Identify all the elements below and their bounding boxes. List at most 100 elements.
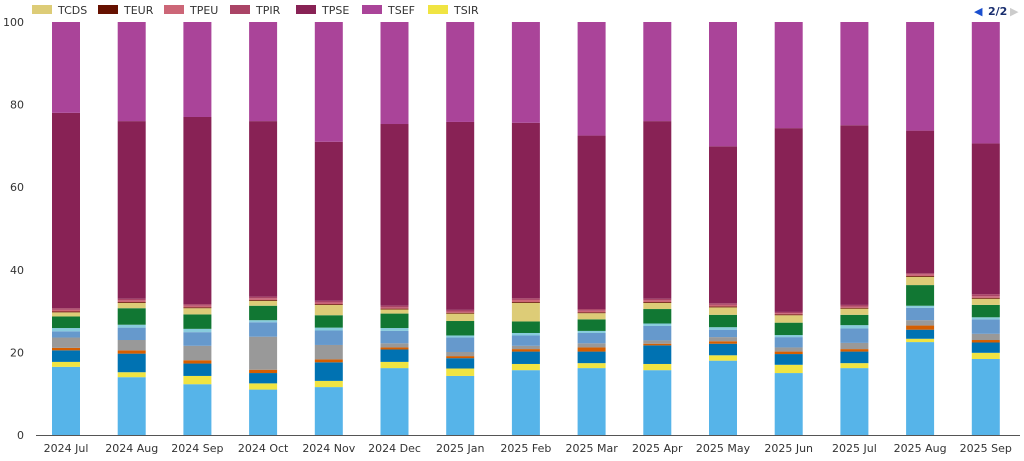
bar-segment-series-3[interactable] bbox=[643, 343, 672, 346]
bar-segment-tsef[interactable] bbox=[906, 22, 935, 131]
bar-segment-series-2[interactable] bbox=[446, 358, 475, 369]
bar-segment-series-3[interactable] bbox=[52, 347, 80, 351]
bar-segment-series-5[interactable] bbox=[249, 322, 278, 337]
bar-segment-series-0[interactable] bbox=[446, 375, 475, 435]
bar-segment-teur[interactable] bbox=[709, 306, 737, 308]
bar-segment-series-2[interactable] bbox=[183, 363, 212, 376]
bar-segment-tsir[interactable] bbox=[183, 375, 212, 385]
bar-segment-tpeu[interactable] bbox=[446, 311, 475, 313]
bar-segment-series-0[interactable] bbox=[249, 389, 278, 435]
bar-segment-series-3[interactable] bbox=[906, 325, 935, 330]
bar-segment-series-2[interactable] bbox=[380, 349, 409, 362]
bar-segment-series-3[interactable] bbox=[511, 349, 540, 352]
bar-segment-series-4[interactable] bbox=[52, 337, 80, 348]
bar-segment-series-6[interactable] bbox=[183, 328, 212, 333]
bar-segment-tpeu[interactable] bbox=[971, 296, 1000, 298]
bar-segment-tpse[interactable] bbox=[249, 121, 278, 297]
bar-segment-tpir[interactable] bbox=[249, 296, 278, 299]
bar-segment-tpir[interactable] bbox=[52, 308, 80, 310]
bar-segment-tpeu[interactable] bbox=[52, 309, 80, 312]
bar-segment-series-6[interactable] bbox=[774, 335, 803, 338]
bar-segment-series-3[interactable] bbox=[709, 341, 737, 344]
bar-segment-series-5[interactable] bbox=[183, 332, 212, 346]
bar-segment-series-7[interactable] bbox=[577, 319, 606, 331]
bar-segment-series-0[interactable] bbox=[774, 373, 803, 435]
bar-segment-teur[interactable] bbox=[117, 302, 146, 303]
bar-segment-series-4[interactable] bbox=[380, 343, 409, 348]
bar-segment-series-4[interactable] bbox=[577, 343, 606, 348]
bar-segment-tcds[interactable] bbox=[52, 312, 80, 317]
bar-segment-tpir[interactable] bbox=[971, 294, 1000, 297]
bar-segment-tpir[interactable] bbox=[709, 303, 737, 305]
bar-segment-series-4[interactable] bbox=[446, 351, 475, 357]
bar-segment-tsir[interactable] bbox=[380, 361, 409, 369]
bar-segment-tsef[interactable] bbox=[643, 22, 672, 122]
bar-segment-tpeu[interactable] bbox=[380, 307, 409, 309]
bar-segment-tsir[interactable] bbox=[314, 380, 343, 388]
legend-item-tsef[interactable]: TSEF bbox=[362, 4, 415, 17]
bar-segment-series-0[interactable] bbox=[314, 387, 343, 435]
bar-segment-tpse[interactable] bbox=[314, 141, 343, 301]
bar-segment-series-3[interactable] bbox=[840, 349, 869, 352]
bar-segment-series-7[interactable] bbox=[971, 304, 1000, 318]
bar-segment-series-7[interactable] bbox=[709, 314, 737, 328]
bar-segment-series-7[interactable] bbox=[380, 313, 409, 329]
bar-segment-series-7[interactable] bbox=[446, 321, 475, 336]
bar-segment-tpir[interactable] bbox=[117, 298, 146, 301]
bar-segment-series-5[interactable] bbox=[314, 330, 343, 345]
bar-segment-series-5[interactable] bbox=[709, 329, 737, 338]
bar-segment-tpir[interactable] bbox=[643, 298, 672, 301]
bar-segment-tsir[interactable] bbox=[840, 363, 869, 369]
bar-segment-series-0[interactable] bbox=[971, 359, 1000, 435]
bar-segment-tpeu[interactable] bbox=[183, 305, 212, 308]
bar-segment-tpse[interactable] bbox=[840, 125, 869, 305]
bar-segment-tpse[interactable] bbox=[971, 143, 1000, 295]
bar-segment-series-6[interactable] bbox=[643, 323, 672, 326]
bar-segment-tcds[interactable] bbox=[577, 313, 606, 320]
bar-segment-series-3[interactable] bbox=[971, 340, 1000, 343]
bar-segment-tcds[interactable] bbox=[511, 302, 540, 322]
bar-segment-series-5[interactable] bbox=[774, 337, 803, 348]
bar-segment-tsef[interactable] bbox=[971, 22, 1000, 144]
bar-segment-series-0[interactable] bbox=[840, 368, 869, 435]
bar-segment-series-2[interactable] bbox=[511, 351, 540, 364]
bar-segment-tpir[interactable] bbox=[314, 300, 343, 303]
bar-segment-tcds[interactable] bbox=[971, 298, 1000, 305]
bar-segment-tsir[interactable] bbox=[971, 352, 1000, 360]
bar-segment-teur[interactable] bbox=[380, 308, 409, 310]
bar-segment-tpse[interactable] bbox=[774, 128, 803, 312]
bar-segment-series-6[interactable] bbox=[906, 305, 935, 308]
bar-segment-series-6[interactable] bbox=[52, 328, 80, 332]
bar-segment-tsef[interactable] bbox=[52, 22, 80, 113]
bar-segment-series-7[interactable] bbox=[183, 314, 212, 329]
bar-segment-series-5[interactable] bbox=[117, 327, 146, 341]
legend-item-tpeu[interactable]: TPEU bbox=[164, 4, 218, 17]
bar-segment-series-2[interactable] bbox=[906, 329, 935, 339]
bar-segment-tcds[interactable] bbox=[774, 315, 803, 323]
bar-segment-tpse[interactable] bbox=[117, 121, 146, 299]
bar-segment-tpir[interactable] bbox=[380, 305, 409, 308]
bar-segment-tsef[interactable] bbox=[314, 22, 343, 142]
legend-next-icon[interactable]: ▶ bbox=[1010, 5, 1019, 18]
bar-segment-tpse[interactable] bbox=[643, 121, 672, 299]
bar-segment-tpeu[interactable] bbox=[511, 299, 540, 303]
bar-segment-tsef[interactable] bbox=[577, 22, 606, 136]
bar-segment-teur[interactable] bbox=[840, 307, 869, 309]
bar-segment-series-6[interactable] bbox=[971, 317, 1000, 320]
bar-segment-tsir[interactable] bbox=[249, 383, 278, 390]
bar-segment-tpse[interactable] bbox=[183, 116, 212, 305]
bar-segment-series-6[interactable] bbox=[511, 332, 540, 336]
bar-segment-series-6[interactable] bbox=[249, 320, 278, 323]
bar-segment-tsir[interactable] bbox=[643, 363, 672, 371]
bar-segment-series-2[interactable] bbox=[314, 362, 343, 381]
bar-segment-tcds[interactable] bbox=[117, 302, 146, 309]
bar-segment-tsef[interactable] bbox=[249, 22, 278, 122]
bar-segment-series-2[interactable] bbox=[643, 345, 672, 364]
bar-segment-series-4[interactable] bbox=[183, 345, 212, 361]
bar-segment-tpeu[interactable] bbox=[643, 300, 672, 303]
bar-segment-series-5[interactable] bbox=[971, 319, 1000, 334]
bar-segment-series-6[interactable] bbox=[840, 325, 869, 329]
bar-segment-series-5[interactable] bbox=[577, 332, 606, 344]
bar-segment-series-3[interactable] bbox=[117, 350, 146, 354]
bar-segment-series-6[interactable] bbox=[709, 327, 737, 330]
